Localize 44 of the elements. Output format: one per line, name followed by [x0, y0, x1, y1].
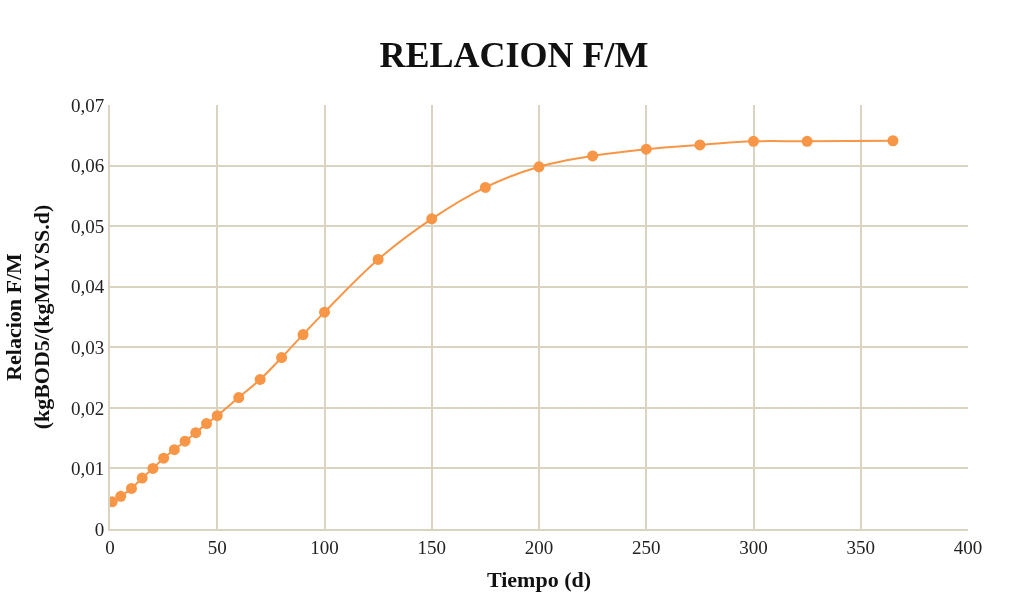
y-tick-label: 0,01: [70, 458, 105, 480]
point: [136, 472, 148, 484]
point: [887, 135, 899, 147]
point: [201, 418, 213, 430]
point: [297, 329, 309, 341]
point: [640, 143, 652, 155]
point: [319, 306, 330, 318]
point: [479, 181, 491, 193]
point: [190, 427, 202, 439]
x-tick-label: 300: [739, 536, 768, 558]
point: [587, 150, 599, 162]
y-tick-label: 0,05: [70, 215, 105, 237]
point: [233, 392, 245, 404]
point: [276, 352, 288, 364]
x-tick-label: 400: [953, 536, 983, 558]
x-tick-label: 250: [632, 536, 661, 558]
point: [179, 435, 191, 447]
point: [372, 253, 384, 265]
point: [254, 373, 266, 385]
point: [211, 410, 223, 422]
chart-title: RELACION F/M: [379, 35, 649, 76]
y-axis-title: Relacion F/M (kgBOD5/(kgMLVSS.d): [0, 204, 55, 430]
x-tick-label: 50: [207, 536, 227, 558]
y-tick-label: 0: [94, 518, 105, 540]
y-tick-label: 0,03: [70, 336, 105, 358]
point: [125, 482, 137, 494]
x-tick-label: 100: [310, 536, 339, 558]
y-tick-label: 0,07: [70, 94, 105, 116]
x-axis-title: Tiempo (d): [486, 567, 592, 593]
point: [426, 213, 438, 225]
point: [748, 135, 759, 147]
y-tick-label: 0,02: [70, 397, 105, 419]
point: [168, 444, 180, 456]
y-tick-label: 0,06: [70, 155, 105, 177]
x-tick-label: 200: [524, 536, 554, 558]
y-tick-label: 0,04: [70, 276, 105, 298]
point: [801, 135, 813, 147]
point: [694, 139, 706, 151]
point: [158, 452, 170, 464]
point: [115, 490, 127, 502]
x-tick-label: 150: [417, 536, 446, 558]
point: [147, 462, 159, 474]
x-tick-label: 350: [846, 536, 875, 558]
point: [533, 161, 545, 173]
